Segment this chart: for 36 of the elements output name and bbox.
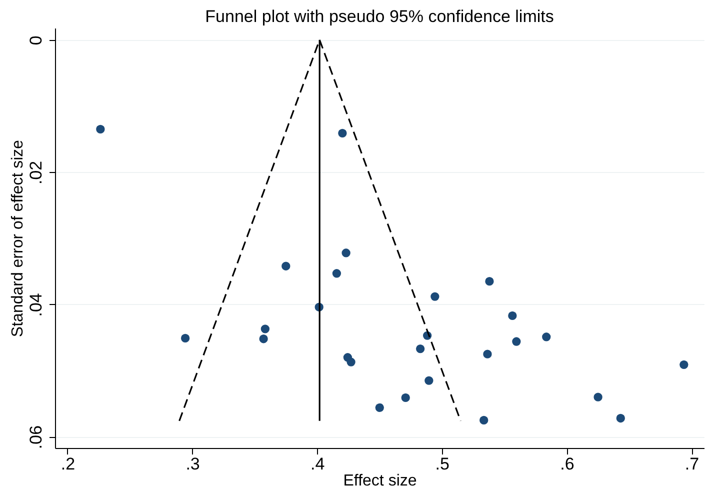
- y-axis-title: Standard error of effect size: [10, 140, 26, 338]
- point: [485, 277, 494, 286]
- point: [616, 414, 625, 423]
- point: [259, 334, 268, 344]
- point: [680, 360, 688, 369]
- x-tick-label: .2: [60, 454, 76, 474]
- x-axis-title: Effect size: [343, 472, 417, 490]
- point: [342, 248, 350, 258]
- point: [282, 262, 290, 270]
- point: [424, 376, 434, 385]
- point: [416, 344, 425, 354]
- y-tick-label: 0: [26, 36, 46, 46]
- point: [483, 350, 492, 358]
- point: [480, 416, 488, 425]
- point: [508, 311, 517, 320]
- point: [594, 392, 602, 402]
- point: [96, 124, 105, 134]
- point: [375, 403, 384, 412]
- y-tick-label: .02: [26, 160, 46, 185]
- y-tick-label: .06: [26, 425, 46, 450]
- point: [346, 358, 356, 366]
- point: [332, 269, 342, 278]
- x-tick-label: .7: [684, 454, 700, 474]
- x-tick-label: .6: [560, 454, 574, 474]
- x-tick-label: .3: [186, 454, 200, 474]
- point: [401, 393, 410, 402]
- x-tick-label: .5: [435, 454, 450, 474]
- point: [542, 332, 551, 342]
- y-tick-label: .04: [26, 293, 46, 317]
- point: [430, 292, 440, 301]
- point: [338, 128, 347, 138]
- point: [180, 334, 190, 343]
- x-tick-label: .4: [310, 454, 325, 474]
- chart-title: Funnel plot with pseudo 95% confidence limits: [205, 7, 554, 26]
- point: [260, 324, 270, 334]
- point: [512, 337, 521, 346]
